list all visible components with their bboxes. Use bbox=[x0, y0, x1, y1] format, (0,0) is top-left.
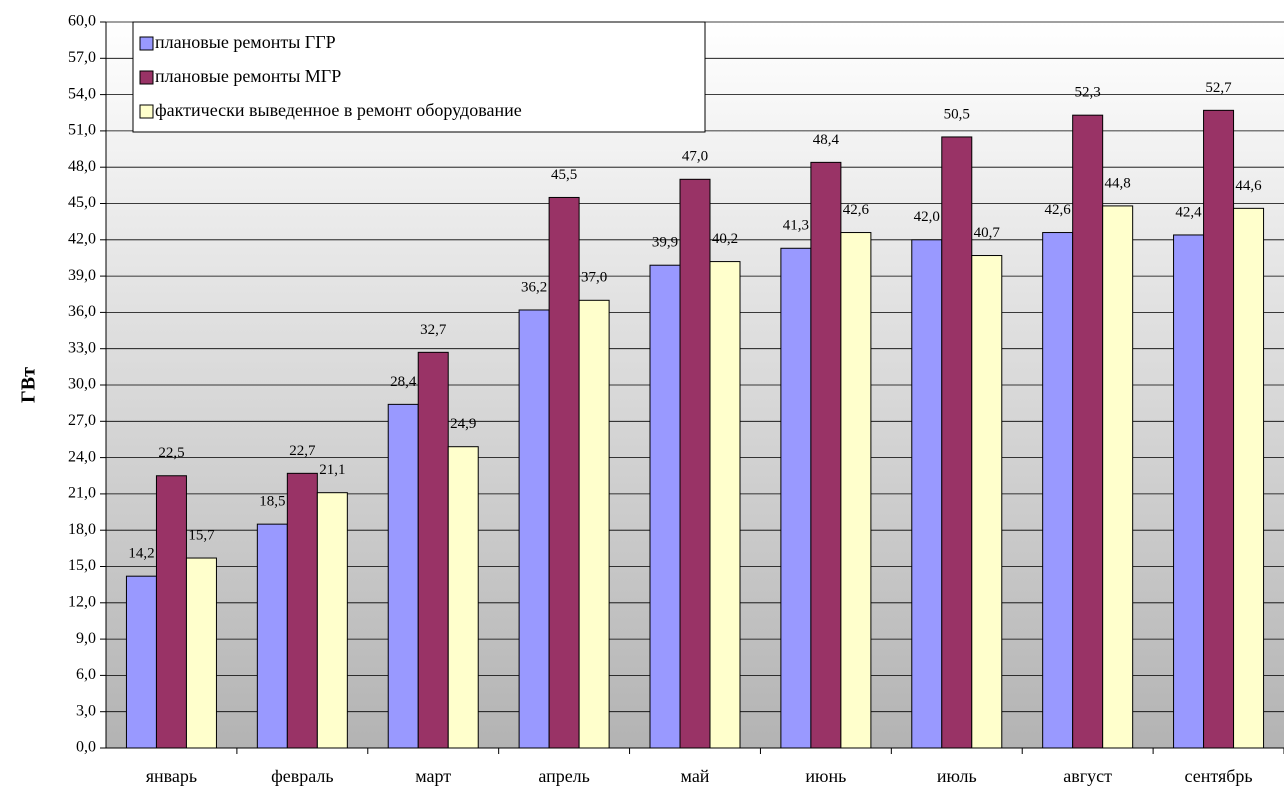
y-tick-label: 24,0 bbox=[68, 448, 96, 465]
y-tick-label: 39,0 bbox=[68, 267, 96, 284]
bar bbox=[518, 309, 550, 749]
legend-label: плановые ремонты ГГР bbox=[155, 32, 336, 52]
value-label: 32,7 bbox=[420, 322, 447, 338]
legend-swatch bbox=[139, 104, 154, 119]
bar bbox=[155, 475, 187, 749]
y-tick-label: 6,0 bbox=[76, 666, 96, 683]
y-tick-label: 0,0 bbox=[76, 739, 96, 756]
x-tick-label: май bbox=[681, 766, 710, 786]
value-label: 44,8 bbox=[1105, 175, 1131, 191]
bar bbox=[286, 472, 318, 749]
legend-swatch bbox=[139, 36, 154, 51]
bar bbox=[1072, 114, 1104, 749]
bar bbox=[256, 523, 288, 749]
value-label: 22,7 bbox=[289, 443, 316, 459]
y-tick-label: 42,0 bbox=[68, 230, 96, 247]
value-label: 52,3 bbox=[1075, 85, 1101, 101]
y-tick-label: 3,0 bbox=[76, 702, 96, 719]
value-label: 21,1 bbox=[319, 462, 345, 478]
x-tick-label: сентябрь bbox=[1185, 766, 1253, 786]
y-tick-label: 15,0 bbox=[68, 557, 96, 574]
x-tick-label: июль bbox=[937, 766, 977, 786]
value-label: 42,6 bbox=[1045, 202, 1072, 218]
y-tick-label: 45,0 bbox=[68, 194, 96, 211]
bar bbox=[447, 446, 479, 749]
x-tick-label: март bbox=[415, 766, 451, 786]
y-tick-label: 12,0 bbox=[68, 593, 96, 610]
y-tick-label: 18,0 bbox=[68, 521, 96, 538]
y-tick-label: 36,0 bbox=[68, 303, 96, 320]
value-label: 44,6 bbox=[1235, 178, 1262, 194]
x-tick-label: июнь bbox=[805, 766, 846, 786]
value-label: 42,0 bbox=[914, 209, 940, 225]
y-tick-label: 57,0 bbox=[68, 49, 96, 66]
value-label: 50,5 bbox=[944, 106, 970, 122]
value-label: 48,4 bbox=[813, 132, 840, 148]
x-tick-label: апрель bbox=[538, 766, 590, 786]
bar bbox=[1203, 109, 1235, 749]
y-tick-label: 60,0 bbox=[68, 13, 96, 30]
y-axis-label: ГВт bbox=[18, 367, 40, 403]
bar bbox=[709, 261, 741, 749]
legend-swatch bbox=[139, 70, 154, 85]
value-label: 28,4 bbox=[390, 374, 417, 390]
x-tick-label: февраль bbox=[271, 766, 334, 786]
value-label: 14,2 bbox=[128, 546, 154, 562]
bar bbox=[649, 264, 681, 749]
value-label: 42,4 bbox=[1175, 204, 1202, 220]
value-label: 24,9 bbox=[450, 416, 476, 432]
bar bbox=[387, 403, 419, 749]
bar bbox=[780, 247, 812, 749]
bar bbox=[578, 299, 610, 749]
bar bbox=[1173, 234, 1205, 749]
bar bbox=[971, 255, 1003, 749]
bar bbox=[911, 239, 943, 749]
value-label: 22,5 bbox=[158, 445, 184, 461]
value-label: 40,2 bbox=[712, 231, 738, 247]
y-tick-label: 21,0 bbox=[68, 485, 96, 502]
bar bbox=[810, 161, 842, 749]
value-label: 39,9 bbox=[652, 235, 678, 251]
bar bbox=[1042, 232, 1074, 749]
y-tick-label: 9,0 bbox=[76, 630, 96, 647]
legend-box bbox=[132, 21, 706, 133]
value-label: 45,5 bbox=[551, 167, 577, 183]
value-label: 41,3 bbox=[783, 218, 809, 234]
value-label: 47,0 bbox=[682, 149, 708, 165]
value-label: 42,6 bbox=[843, 202, 870, 218]
y-tick-label: 48,0 bbox=[68, 158, 96, 175]
bar bbox=[316, 492, 348, 749]
value-label: 15,7 bbox=[188, 527, 215, 543]
value-label: 36,2 bbox=[521, 279, 547, 295]
value-label: 18,5 bbox=[259, 494, 285, 510]
bar bbox=[1102, 205, 1134, 749]
bar bbox=[185, 557, 217, 749]
value-label: 37,0 bbox=[581, 270, 607, 286]
bar bbox=[941, 136, 973, 749]
x-tick-label: январь bbox=[146, 766, 197, 786]
bar bbox=[125, 575, 157, 749]
y-tick-label: 51,0 bbox=[68, 122, 96, 139]
y-tick-label: 30,0 bbox=[68, 376, 96, 393]
bar bbox=[840, 232, 872, 749]
bar bbox=[1233, 207, 1265, 749]
value-label: 52,7 bbox=[1205, 80, 1232, 96]
x-tick-label: август bbox=[1063, 766, 1112, 786]
bar bbox=[548, 196, 580, 749]
y-tick-label: 27,0 bbox=[68, 412, 96, 429]
y-tick-label: 33,0 bbox=[68, 339, 96, 356]
legend-label: фактически выведенное в ремонт оборудова… bbox=[155, 100, 522, 120]
legend-label: плановые ремонты МГР bbox=[155, 66, 341, 86]
bar bbox=[417, 351, 449, 749]
bar bbox=[679, 178, 711, 749]
value-label: 40,7 bbox=[974, 225, 1001, 241]
y-tick-label: 54,0 bbox=[68, 85, 96, 102]
